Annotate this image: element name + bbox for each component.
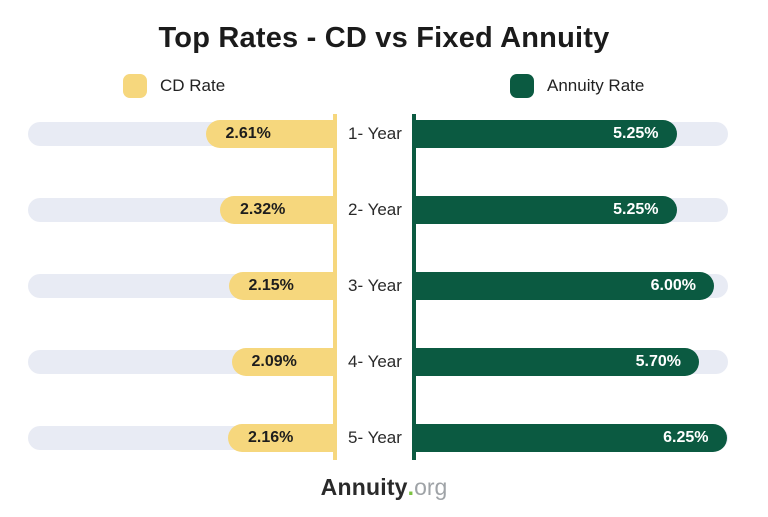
cd-value-label: 2.15%	[248, 277, 294, 294]
cd-bar-zone: 2.09%	[28, 348, 336, 376]
annuity-rate-swatch	[510, 74, 534, 98]
cd-bar: 2.32%	[220, 196, 336, 224]
cd-value-label: 2.16%	[248, 429, 294, 446]
legend-label-annuity: Annuity Rate	[547, 76, 645, 95]
cd-bar: 2.16%	[228, 424, 336, 452]
annuity-bar: 5.25%	[414, 120, 677, 148]
cd-value-label: 2.09%	[251, 353, 297, 370]
annuity-bar-zone: 6.00%	[414, 272, 728, 300]
cd-bar-zone: 2.15%	[28, 272, 336, 300]
chart-title: Top Rates - CD vs Fixed Annuity	[158, 22, 610, 54]
cd-bar-zone: 2.16%	[28, 424, 336, 452]
cd-bar-zone: 2.32%	[28, 196, 336, 224]
cd-rate-swatch	[123, 74, 147, 98]
annuity-value-label: 5.70%	[635, 353, 681, 370]
table-row: 2.32% 2- Year 5.25%	[0, 196, 768, 224]
annuity-value-label: 6.25%	[663, 429, 709, 446]
table-row: 2.16% 5- Year 6.25%	[0, 424, 768, 452]
cd-bar-zone: 2.61%	[28, 120, 336, 148]
legend-item-annuity-rate: Annuity Rate	[510, 74, 644, 98]
annuity-bar: 5.25%	[414, 196, 677, 224]
annuity-org-logo: Annuity.org	[0, 474, 768, 501]
table-row: 2.15% 3- Year 6.00%	[0, 272, 768, 300]
annuity-value-label: 6.00%	[650, 277, 696, 294]
annuity-bar: 6.25%	[414, 424, 727, 452]
category-label: 2- Year	[348, 200, 402, 219]
category-label: 5- Year	[348, 428, 402, 447]
cd-value-label: 2.61%	[225, 125, 271, 142]
cd-bar: 2.15%	[228, 272, 336, 300]
table-row: 2.09% 4- Year 5.70%	[0, 348, 768, 376]
annuity-bar-zone: 5.25%	[414, 120, 728, 148]
cd-bar: 2.61%	[205, 120, 336, 148]
legend-label-cd: CD Rate	[160, 76, 226, 95]
cd-bar: 2.09%	[231, 348, 336, 376]
category-label: 3- Year	[348, 276, 402, 295]
category-label: 4- Year	[348, 352, 402, 371]
logo-suffix-text: org	[414, 474, 448, 500]
annuity-bar: 6.00%	[414, 272, 714, 300]
table-row: 2.61% 1- Year 5.25%	[0, 120, 768, 148]
legend-item-cd-rate: CD Rate	[123, 74, 225, 98]
annuity-bar-zone: 6.25%	[414, 424, 728, 452]
logo-dot: .	[407, 474, 415, 500]
annuity-bar-zone: 5.70%	[414, 348, 728, 376]
category-label: 1- Year	[348, 124, 402, 143]
annuity-value-label: 5.25%	[613, 125, 659, 142]
annuity-value-label: 5.25%	[613, 201, 659, 218]
annuity-bar: 5.70%	[414, 348, 699, 376]
annuity-bar-zone: 5.25%	[414, 196, 728, 224]
cd-value-label: 2.32%	[240, 201, 286, 218]
logo-brand-text: Annuity	[320, 474, 408, 500]
